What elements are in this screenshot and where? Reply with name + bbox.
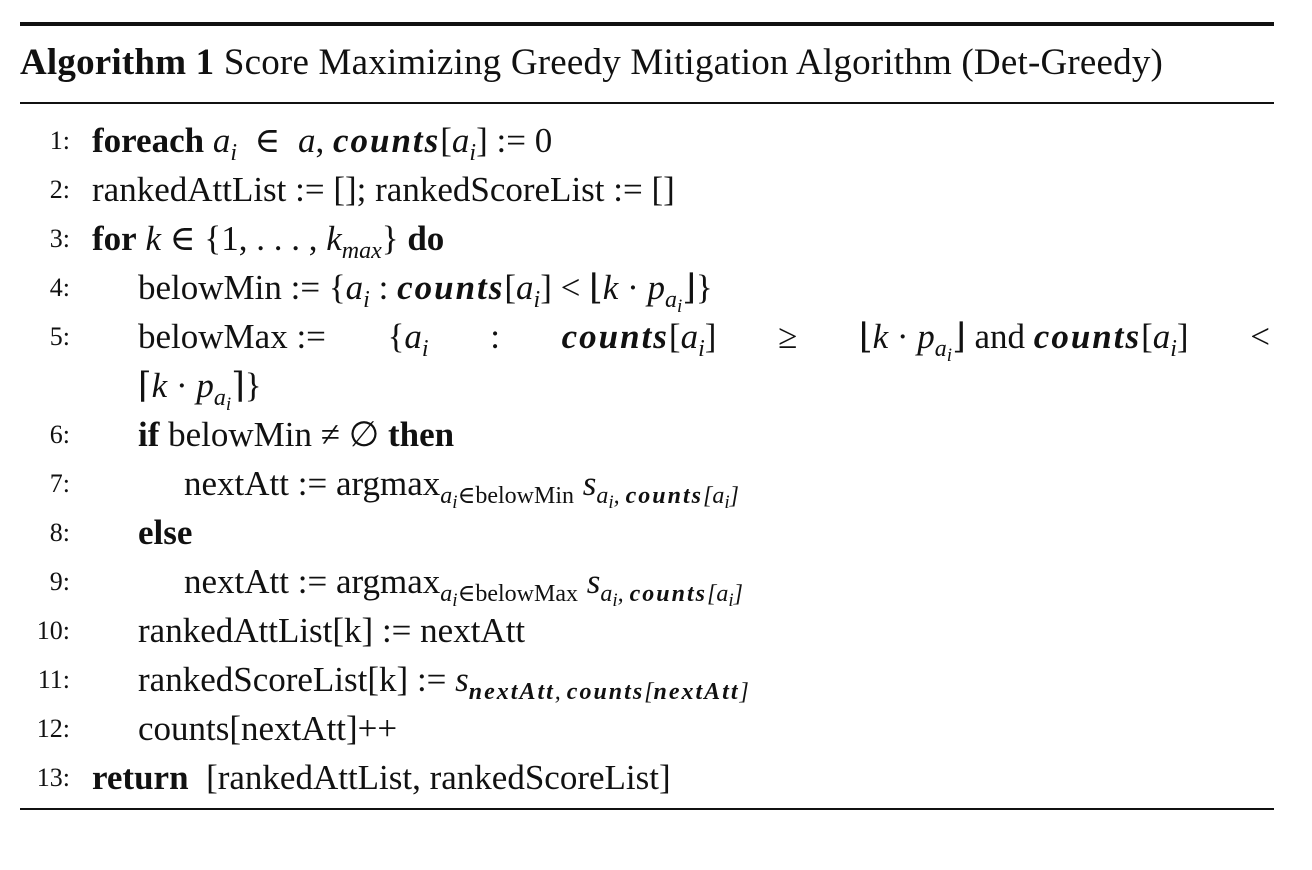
algorithm-line: 5: belowMax := {ai : counts[ai] ≥ ⌊k · p… xyxy=(20,312,1274,366)
var-belowMin: belowMin xyxy=(168,415,313,454)
line-number: 10: xyxy=(36,616,70,645)
algorithm-line: 8: else xyxy=(20,508,1274,557)
line-number: 8: xyxy=(49,518,70,547)
line-5-first-row: belowMax := {ai : counts[ai] ≥ ⌊k · pai⌋… xyxy=(138,317,1270,366)
line-number: 13: xyxy=(36,763,70,792)
algorithm-label: Algorithm 1 xyxy=(20,42,215,83)
word-and: and xyxy=(974,317,1026,356)
fn-argmax: argmax xyxy=(335,464,441,503)
algorithm-line: 10: rankedAttList[k] := nextAtt xyxy=(20,606,1274,655)
line-text: rankedAttList[k] := nextAtt xyxy=(138,611,526,650)
line-number: 2: xyxy=(49,175,70,204)
algorithm-title: Score Maximizing Greedy Mitigation Algor… xyxy=(223,42,1164,83)
algorithm-line: 12: counts[nextAtt]++ xyxy=(20,704,1274,753)
var-belowMin: belowMin xyxy=(475,483,574,509)
algorithm-body: 1: foreach ai ∈ a, counts[ai] := 0 2: ra… xyxy=(20,104,1274,802)
algorithm-line: 7: nextAtt := argmaxai∈belowMin sai, cou… xyxy=(20,459,1274,512)
algorithm-line-continuation: ⌈k · pai⌉} xyxy=(138,366,262,415)
line-number: 3: xyxy=(49,224,70,253)
return-value: [rankedAttList, rankedScoreList] xyxy=(206,758,671,797)
algorithm-block: Algorithm 1 Score Maximizing Greedy Miti… xyxy=(20,22,1274,810)
line-number: 5: xyxy=(49,322,70,351)
keyword-for: for xyxy=(92,219,137,258)
keyword-return: return xyxy=(92,758,189,797)
line-number: 7: xyxy=(49,469,70,498)
line-number: 12: xyxy=(36,714,70,743)
keyword-foreach: foreach xyxy=(92,121,205,160)
algorithm-caption: Algorithm 1 Score Maximizing Greedy Miti… xyxy=(20,26,1274,88)
var-belowMax: belowMax xyxy=(138,317,288,356)
algorithm-line: 6: if belowMin ≠ ∅ then xyxy=(20,410,1274,459)
bottom-rule xyxy=(20,808,1274,810)
algorithm-line: 9: nextAtt := argmaxai∈belowMax sai, cou… xyxy=(20,557,1274,610)
algorithm-line: 3: for k ∈ {1, . . . , kmax} do xyxy=(20,214,1274,263)
line-text: counts[nextAtt]++ xyxy=(138,709,398,748)
algorithm-line: 11: rankedScoreList[k] := snextAtt, coun… xyxy=(20,655,1274,704)
algorithm-line: 4: belowMin := {ai : counts[ai] < ⌊k · p… xyxy=(20,263,1274,316)
line-number: 11: xyxy=(37,665,70,694)
algorithm-line: 1: foreach ai ∈ a, counts[ai] := 0 xyxy=(20,116,1274,165)
keyword-do: do xyxy=(407,219,445,258)
caption-rule xyxy=(20,102,1274,104)
top-rule xyxy=(20,22,1274,26)
line-text: rankedAttList := []; rankedScoreList := … xyxy=(92,170,675,209)
var-rankedScoreList-k: rankedScoreList[k] xyxy=(138,660,409,699)
algorithm-line: 13: return [rankedAttList, rankedScoreLi… xyxy=(20,753,1274,802)
var-belowMax: belowMax xyxy=(475,581,578,607)
line-number: 9: xyxy=(49,567,70,596)
keyword-else: else xyxy=(138,513,193,552)
keyword-then: then xyxy=(387,415,455,454)
algorithm-line: 2: rankedAttList := []; rankedScoreList … xyxy=(20,165,1274,214)
var-nextAtt: nextAtt xyxy=(184,464,289,503)
line-number: 4: xyxy=(49,273,70,302)
keyword-if: if xyxy=(138,415,160,454)
var-nextAtt: nextAtt xyxy=(184,562,289,601)
fn-argmax: argmax xyxy=(335,562,441,601)
var-belowMin: belowMin xyxy=(138,268,282,307)
line-number: 1: xyxy=(49,126,70,155)
line-number: 6: xyxy=(49,420,70,449)
